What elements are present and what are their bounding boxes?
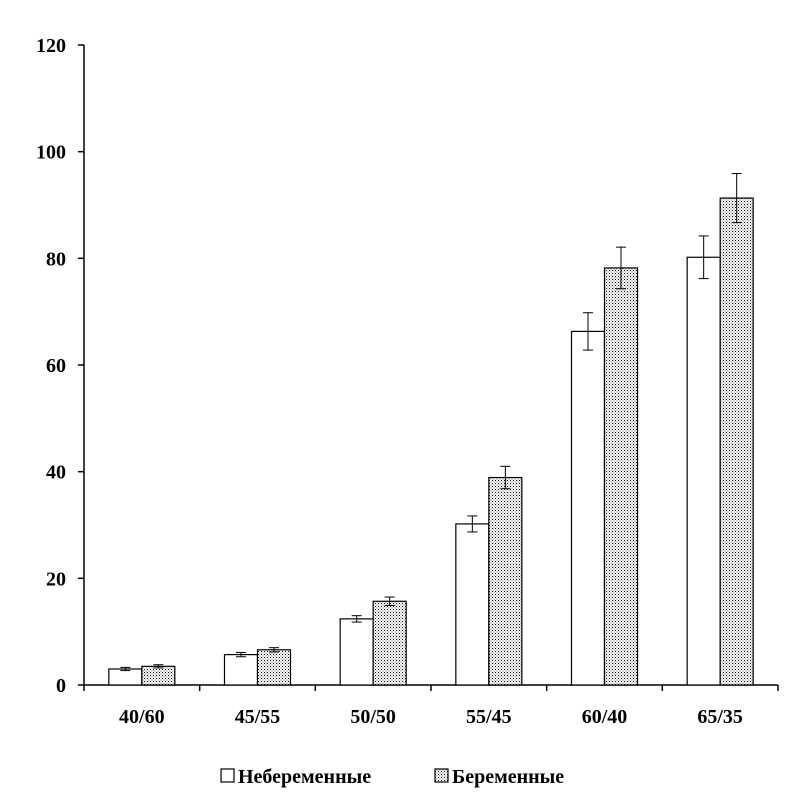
legend: Небеременные Беременные (220, 766, 564, 788)
y-tick-label: 40 (46, 462, 66, 484)
legend-label: Беременные (452, 766, 564, 788)
y-tick-label: 0 (56, 675, 66, 697)
bar-nonpregnant (223, 653, 259, 686)
bar-pregnant (488, 476, 523, 686)
y-tick-label: 80 (46, 248, 66, 270)
bar-pregnant (719, 197, 754, 686)
legend-label: Небеременные (238, 766, 371, 788)
x-tick-label: 45/55 (235, 706, 281, 728)
bar-nonpregnant (570, 330, 606, 686)
bar-nonpregnant (455, 523, 490, 686)
x-tick-label: 60/40 (582, 706, 628, 728)
y-tick-label: 120 (36, 35, 66, 57)
bar-nonpregnant (339, 618, 374, 686)
x-tick-label: 50/50 (350, 706, 396, 728)
bar-nonpregnant (686, 256, 721, 686)
y-tick-label: 20 (46, 568, 66, 590)
x-tick-label: 65/35 (697, 706, 743, 728)
bar-pregnant (141, 665, 176, 686)
bar-pregnant (372, 600, 407, 686)
x-tick-label: 55/45 (466, 706, 512, 728)
legend-swatch (434, 768, 449, 783)
bar-pregnant (256, 649, 292, 686)
plot-area: 0 20 40 60 80 100 120 40/60 45/55 50/50 55/45 60/40… (36, 35, 779, 728)
y-tick-label: 100 (36, 142, 66, 164)
legend-swatch (220, 768, 235, 783)
bar-pregnant (603, 267, 639, 686)
x-tick-label: 40/60 (119, 706, 165, 728)
y-tick-label: 60 (46, 355, 66, 377)
bar-nonpregnant (108, 668, 143, 686)
